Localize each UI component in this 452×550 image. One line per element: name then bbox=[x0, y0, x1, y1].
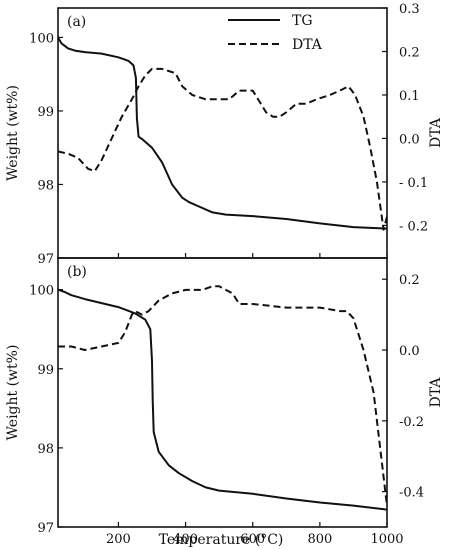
y-right-tick-label: 0.2 bbox=[399, 45, 420, 60]
y-right-tick-label: 0.0 bbox=[399, 132, 420, 147]
panel-label: (a) bbox=[67, 14, 86, 30]
x-tick-label: 400 bbox=[173, 532, 198, 547]
panel-a: 97 98 99 100 0.3 0.2 0.1 0.0 - 0.1 - 0.2 Weight (w… bbox=[5, 2, 444, 267]
y-left-axis-label: Weight (wt%) bbox=[5, 345, 21, 441]
x-tick-label: 800 bbox=[307, 532, 332, 547]
y-right-tick-label: - 0.1 bbox=[399, 176, 428, 191]
y-right-tick-label: 0.2 bbox=[399, 273, 420, 288]
y-right-axis-label: DTA bbox=[428, 377, 444, 408]
y-right-tick-label: 0.3 bbox=[399, 2, 420, 17]
x-tick-label: 600 bbox=[240, 532, 265, 547]
y-right-tick-label: 0.1 bbox=[399, 89, 420, 104]
y-left-tick-label: 97 bbox=[37, 252, 54, 267]
x-tick-label: 1000 bbox=[370, 532, 403, 547]
y-left-tick-label: 98 bbox=[37, 178, 54, 193]
legend-label-tg: TG bbox=[292, 13, 313, 29]
series-tg-line bbox=[58, 36, 387, 230]
y-right-tick-label: -0.2 bbox=[399, 415, 424, 430]
panel-label: (b) bbox=[67, 264, 87, 280]
y-left-axis-label: Weight (wt%) bbox=[5, 85, 21, 181]
y-right-tick-label: 0.0 bbox=[399, 344, 420, 359]
y-left-tick-label: 100 bbox=[29, 284, 54, 299]
legend: TG DTA bbox=[228, 13, 323, 53]
series-dta-line bbox=[58, 67, 387, 231]
y-left-tick-label: 98 bbox=[37, 442, 54, 457]
plot-frame bbox=[57, 257, 388, 528]
panel-b: 200 400 600 800 1000 97 98 99 100 0.2 0.0 -0.2 -0.4 W… bbox=[5, 257, 444, 547]
y-right-tick-label: - 0.2 bbox=[399, 219, 428, 234]
legend-label-dta: DTA bbox=[292, 37, 323, 53]
x-axis-label: Temperature (°C) bbox=[159, 532, 284, 548]
y-right-axis-label: DTA bbox=[428, 117, 444, 148]
y-right-tick-label: -0.4 bbox=[399, 486, 424, 501]
series-tg-line bbox=[58, 288, 387, 511]
series-dta-line bbox=[58, 285, 387, 506]
y-left-tick-label: 99 bbox=[37, 363, 54, 378]
plot-frame bbox=[57, 7, 388, 259]
x-tick-label: 200 bbox=[106, 532, 131, 547]
y-left-tick-label: 100 bbox=[29, 31, 54, 46]
y-left-tick-label: 97 bbox=[37, 521, 54, 536]
y-left-tick-label: 99 bbox=[37, 105, 54, 120]
